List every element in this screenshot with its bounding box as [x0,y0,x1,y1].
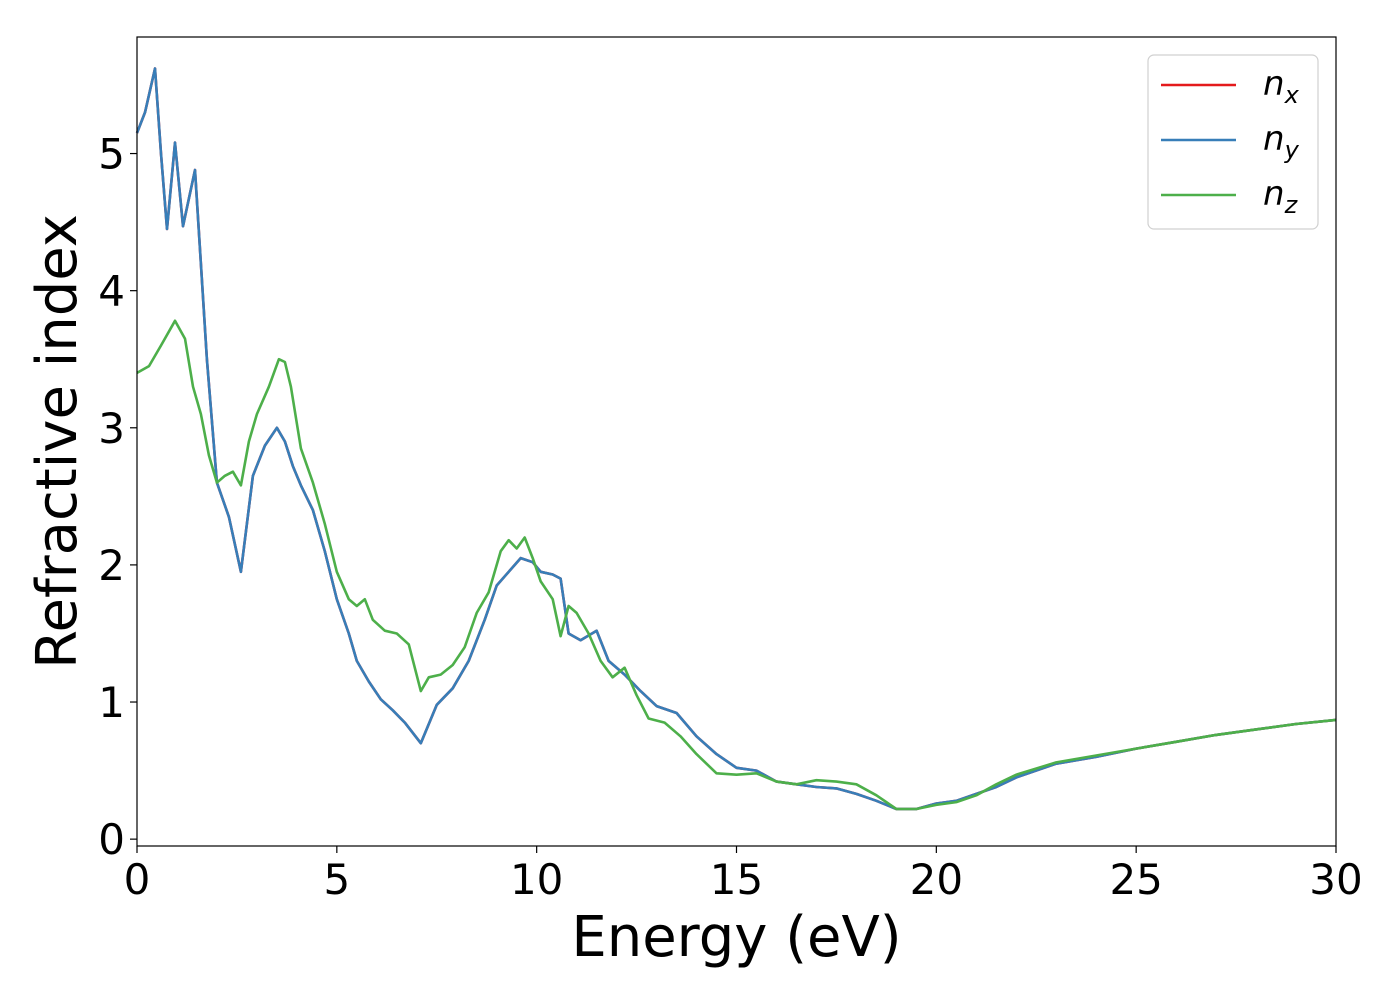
legend-label-x: nx [1263,64,1300,109]
legend-box [1147,54,1319,230]
y-tick-label: 3 [98,404,125,453]
y-tick-label: 1 [98,678,125,727]
legend-label-y: ny [1263,119,1300,164]
x-tick-label: 20 [910,855,963,904]
x-axis: 0 5 10 15 20 25 30 [124,846,1363,904]
series-line-z [136,319,1337,811]
legend-label-z: nz [1263,174,1299,219]
plot-lines [135,67,1337,811]
y-tick-label: 4 [98,267,125,316]
x-axis-title: Energy (eV) [571,905,901,970]
x-tick-label: 30 [1309,855,1362,904]
x-tick-label: 10 [510,855,563,904]
legend: nx ny nz [1147,54,1319,230]
x-tick-label: 5 [323,855,350,904]
y-tick-label: 2 [98,541,125,590]
x-tick-label: 25 [1109,855,1162,904]
x-tick-label: 0 [124,855,151,904]
y-axis: 0 1 2 3 4 5 [98,130,137,864]
y-tick-label: 0 [98,815,125,864]
y-axis-title: Refractive index [25,214,90,669]
y-tick-label: 5 [98,130,125,179]
x-tick-label: 15 [710,855,763,904]
